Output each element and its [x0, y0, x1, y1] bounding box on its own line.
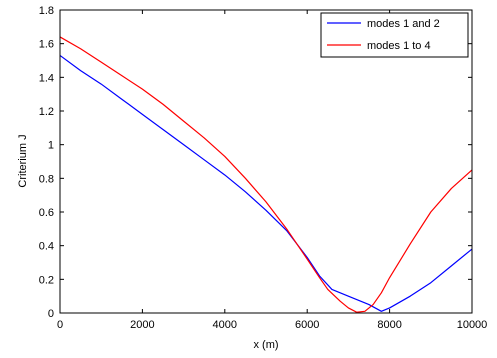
x-tick-label: 8000	[377, 319, 401, 331]
series-line-modes-1-to-4	[59, 36, 473, 313]
x-tick-label: 4000	[213, 319, 237, 331]
y-tick-label: 1.2	[39, 106, 54, 118]
legend-box	[320, 12, 469, 58]
y-tick-label: 0.2	[39, 274, 54, 286]
x-axis-label: x (m)	[253, 339, 278, 351]
y-tick-label: 1.6	[39, 39, 54, 51]
series-line-modes-1-and-2	[59, 54, 473, 312]
y-tick-label: 1.8	[39, 5, 54, 17]
x-tick-label: 6000	[295, 319, 319, 331]
plot-frame	[59, 9, 473, 314]
legend-label-modes-1-and-2: modes 1 and 2	[367, 18, 440, 30]
y-tick-label: 0.4	[39, 241, 54, 253]
legend-label-modes-1-to-4: modes 1 to 4	[367, 40, 431, 52]
legend: modes 1 and 2 modes 1 to 4	[320, 12, 469, 58]
x-tick-label: 10000	[457, 319, 488, 331]
y-tick-label: 0.8	[39, 173, 54, 185]
x-tick-label: 2000	[130, 319, 154, 331]
y-tick-label: 1	[48, 140, 54, 152]
y-axis-label: Criterium J	[17, 134, 29, 187]
y-tick-label: 0	[48, 308, 54, 320]
x-tick-label: 0	[57, 319, 63, 331]
y-tick-label: 0.6	[39, 207, 54, 219]
y-tick-label: 1.4	[39, 72, 54, 84]
plot-area	[60, 10, 472, 313]
